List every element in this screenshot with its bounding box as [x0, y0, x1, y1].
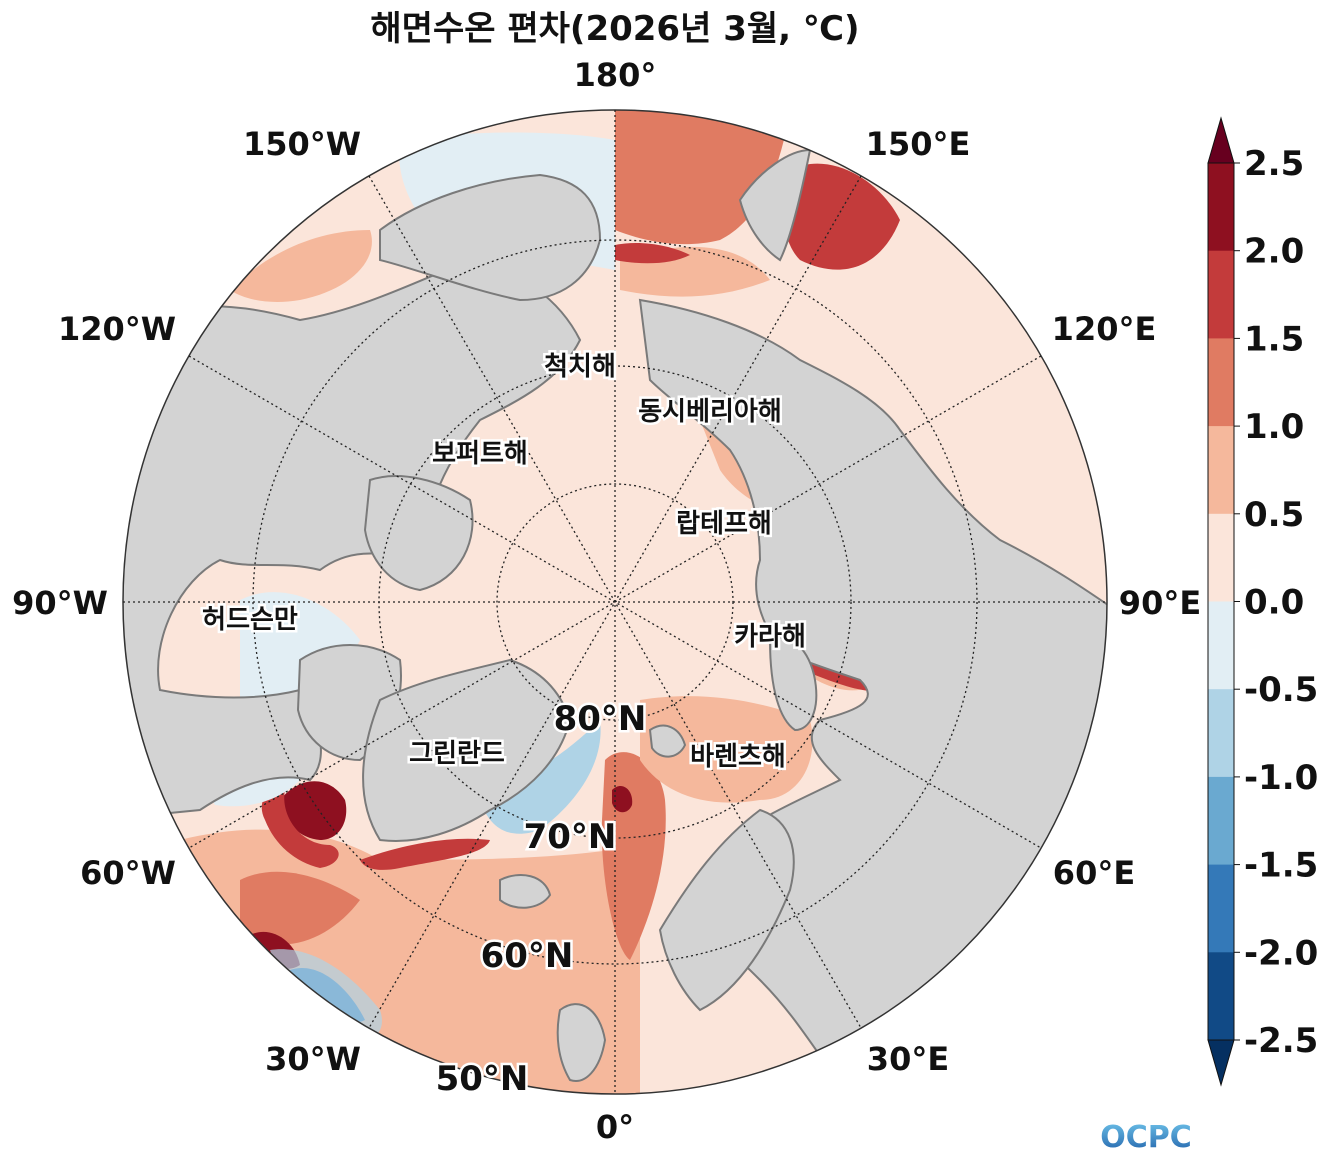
greenland-east-warm — [360, 838, 490, 870]
norwegian-sea-warm-core — [612, 785, 633, 813]
sea-label-greenland: 그린란드 — [409, 739, 505, 769]
sea-label-laptev: 랍테프해 — [676, 509, 772, 539]
fram-strait-cool — [480, 720, 601, 834]
colorbar-band — [1208, 338, 1234, 427]
longitude-labels: 180° 150°E 120°E 90°E 60°E 30°E 0° 30°W … — [12, 56, 1201, 1146]
sea-label-chukchi: 척치해 — [544, 352, 616, 382]
lon-label-60e: 60°E — [1053, 854, 1135, 892]
lat-label-50n: 50°N — [436, 1059, 529, 1099]
colorbar-tick-label: 2.0 — [1244, 232, 1304, 272]
lat-label-80n: 80°N — [554, 699, 647, 739]
colorbar-bands — [1208, 163, 1234, 1041]
barents-warm — [640, 696, 813, 803]
latitude-labels: 80°N 70°N 60°N 50°N — [433, 697, 649, 1102]
lon-label-60w: 60°W — [80, 854, 176, 892]
colorbar-tick-label: -1.5 — [1244, 846, 1318, 886]
sea-label-hudson: 허드슨만 — [202, 605, 298, 635]
lon-label-150w: 150°W — [243, 125, 361, 163]
colorbar-band — [1208, 513, 1234, 602]
sea-labels: 척치해 동시베리아해 보퍼트해 랍테프해 허드슨만 카라해 그린란드 바렌츠해 — [200, 350, 809, 775]
ocpc-logo: OCPC — [1100, 1120, 1192, 1155]
sea-label-east-siberian: 동시베리아해 — [638, 397, 782, 427]
colorbar: 2.5 2.0 1.5 1.0 0.5 0.0 -0.5 -1.0 -1.5 -2.0 -2.5 — [1207, 116, 1318, 1087]
gulf-of-alaska-warm — [230, 230, 372, 302]
colorbar-extend-low — [1207, 1039, 1235, 1087]
colorbar-tick-label: 0.0 — [1244, 583, 1304, 623]
lon-label-30e: 30°E — [867, 1040, 949, 1078]
lat-label-60n: 60°N — [481, 936, 574, 976]
colorbar-tick-label: -2.5 — [1244, 1021, 1318, 1061]
colorbar-band — [1208, 952, 1234, 1041]
north-atlantic-strong-warm — [240, 871, 360, 945]
colorbar-tick-label: -0.5 — [1244, 670, 1318, 710]
lon-label-90e: 90°E — [1119, 584, 1201, 622]
lon-label-90w: 90°W — [12, 584, 108, 622]
colorbar-tick-label: 1.5 — [1244, 319, 1304, 359]
iceland-land — [499, 874, 552, 909]
lon-label-150e: 150°E — [866, 125, 971, 163]
colorbar-ticks: 2.5 2.0 1.5 1.0 0.5 0.0 -0.5 -1.0 -1.5 -2.0 -2.5 — [1234, 144, 1318, 1061]
novaya-zemlya-land — [768, 636, 818, 732]
svalbard-land — [648, 724, 687, 758]
lon-label-30w: 30°W — [265, 1040, 361, 1078]
lon-label-180: 180° — [574, 56, 657, 94]
lat-label-70n: 70°N — [524, 817, 617, 857]
sea-label-barents: 바렌츠해 — [690, 742, 786, 772]
okhotsk-warm — [783, 163, 900, 270]
meridian-120e-60w — [188, 355, 1042, 849]
lon-label-0: 0° — [596, 1108, 634, 1146]
colorbar-band — [1208, 864, 1234, 953]
sea-label-beaufort: 보퍼트해 — [432, 439, 528, 469]
colorbar-tick-label: 0.5 — [1244, 495, 1304, 535]
colorbar-tick-label: 1.0 — [1244, 407, 1304, 447]
lon-label-120w: 120°W — [58, 310, 176, 348]
north-atlantic-cool — [270, 949, 382, 1041]
bering-warm-strip — [615, 243, 690, 264]
colorbar-band — [1208, 689, 1234, 778]
lon-label-120e: 120°E — [1052, 310, 1157, 348]
colorbar-band — [1208, 250, 1234, 339]
british-isles-land — [556, 1003, 607, 1082]
sea-label-kara: 카라해 — [734, 622, 806, 652]
colorbar-band — [1208, 601, 1234, 690]
colorbar-tick-label: 2.5 — [1244, 144, 1304, 184]
labrador-warm-ring — [261, 789, 339, 868]
colorbar-extend-high — [1207, 116, 1235, 164]
kamchatka-land — [738, 148, 812, 262]
scandinavia-land — [658, 808, 795, 1012]
colorbar-band — [1208, 426, 1234, 515]
colorbar-tick-label: -2.0 — [1244, 933, 1318, 973]
map-title: 해면수온 편차(2026년 3월, ℃) — [370, 9, 859, 49]
greenland-land — [362, 658, 572, 842]
colorbar-band — [1208, 776, 1234, 866]
colorbar-tick-label: -1.0 — [1244, 758, 1318, 798]
colorbar-band — [1208, 163, 1234, 252]
graticule — [123, 110, 1107, 1094]
